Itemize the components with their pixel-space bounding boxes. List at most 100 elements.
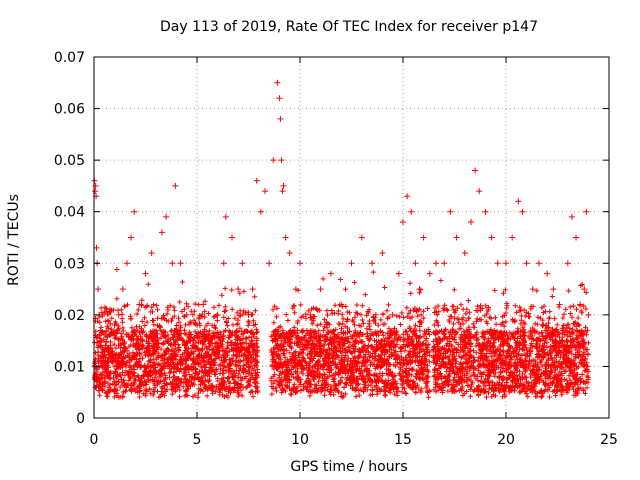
data-point <box>142 270 149 277</box>
data-point <box>461 249 468 256</box>
data-point <box>379 249 386 256</box>
data-point <box>369 260 376 267</box>
data-point <box>573 234 580 241</box>
data-point <box>523 260 530 267</box>
data-point <box>535 260 542 267</box>
data-point <box>503 260 509 267</box>
data-point <box>277 115 284 122</box>
data-point <box>282 234 289 241</box>
data-point <box>115 311 122 318</box>
data-point <box>189 342 196 349</box>
data-point <box>163 213 170 220</box>
data-point <box>249 286 256 293</box>
data-point <box>105 358 112 365</box>
data-point <box>119 286 126 293</box>
data-point <box>585 311 592 318</box>
y-tick-label: 0.03 <box>54 256 85 272</box>
x-tick-label: 15 <box>394 432 412 448</box>
data-point <box>253 177 260 184</box>
data-point <box>158 229 165 236</box>
data-point <box>348 260 355 267</box>
data-point <box>412 260 419 267</box>
x-tick-label: 5 <box>193 432 202 448</box>
y-tick-label: 0.05 <box>54 153 85 169</box>
data-point <box>327 270 334 277</box>
data-point <box>99 353 106 360</box>
data-point <box>404 193 411 200</box>
data-point <box>131 208 138 215</box>
data-point <box>447 208 454 215</box>
x-tick-label: 20 <box>497 432 515 448</box>
x-tick-label: 25 <box>600 432 618 448</box>
data-point <box>172 182 179 189</box>
data-point <box>107 342 114 349</box>
data-point <box>103 368 110 375</box>
x-axis-label: GPS time / hours <box>290 459 407 475</box>
data-point <box>123 260 130 267</box>
data-point <box>214 311 221 318</box>
data-point <box>432 260 439 267</box>
x-tick-label: 10 <box>291 432 309 448</box>
data-point <box>111 322 118 329</box>
data-point <box>239 260 246 267</box>
data-point <box>568 213 575 220</box>
data-point <box>420 234 427 241</box>
data-point <box>261 188 268 195</box>
data-point <box>220 260 227 267</box>
data-point <box>152 337 159 344</box>
data-point <box>92 188 99 195</box>
data-point <box>270 157 277 164</box>
data-point <box>222 213 229 220</box>
data-point <box>266 260 273 267</box>
data-point <box>183 311 190 318</box>
data-point <box>529 286 536 293</box>
data-point <box>400 219 406 226</box>
y-tick-label: 0.01 <box>54 359 85 375</box>
data-point <box>472 167 479 174</box>
data-point <box>453 234 460 241</box>
data-point <box>358 234 365 241</box>
roti-series <box>91 79 592 375</box>
data-point <box>286 249 293 256</box>
data-point <box>476 188 483 195</box>
data-point <box>194 322 200 329</box>
data-point <box>169 260 176 267</box>
data-point <box>488 234 495 241</box>
roti-point-cloud <box>91 267 591 400</box>
data-point <box>235 286 242 293</box>
data-point <box>426 270 433 277</box>
data-point <box>577 301 584 308</box>
data-point <box>245 311 252 318</box>
data-point <box>297 260 303 267</box>
plot-frame <box>93 56 610 419</box>
data-point <box>274 79 281 86</box>
y-tick-label: 0.02 <box>54 308 85 324</box>
data-point <box>177 260 184 267</box>
data-point <box>97 337 104 344</box>
data-point <box>276 95 283 102</box>
data-point <box>292 286 299 293</box>
data-point <box>389 311 396 318</box>
data-point <box>556 301 563 308</box>
data-point <box>441 260 448 267</box>
x-tick-label: 0 <box>90 432 99 448</box>
y-tick-label: 0.07 <box>54 50 85 66</box>
data-point <box>494 260 501 267</box>
chart-title: Day 113 of 2019, Rate Of TEC Index for r… <box>160 19 538 35</box>
data-point <box>581 286 588 293</box>
data-point <box>136 301 143 308</box>
data-point <box>550 286 557 293</box>
y-tick-label: 0 <box>76 411 85 427</box>
data-point <box>229 234 236 241</box>
data-point <box>317 286 324 293</box>
data-point <box>416 286 423 293</box>
data-point <box>101 363 108 370</box>
dense-point-cloud <box>91 267 591 400</box>
data-point <box>395 270 402 277</box>
data-point <box>515 198 522 205</box>
data-point <box>482 208 489 215</box>
data-point <box>257 208 264 215</box>
data-point <box>564 260 571 267</box>
data-point <box>583 208 590 215</box>
